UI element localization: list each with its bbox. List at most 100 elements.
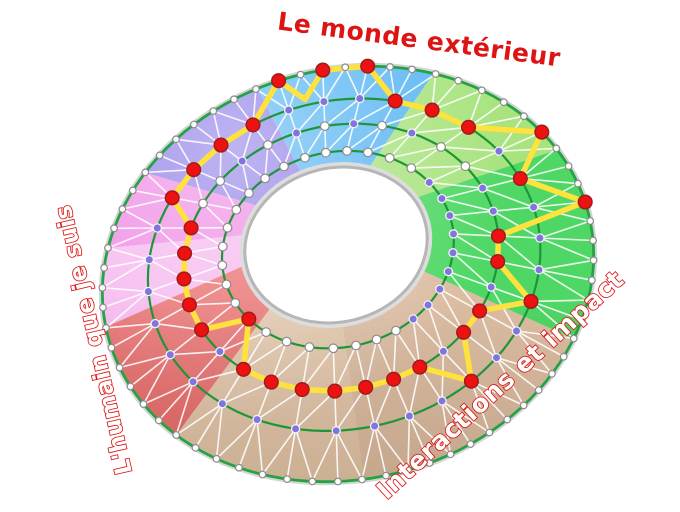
node-purple [188,377,198,387]
node-white [588,276,596,285]
node-white [154,416,163,425]
node-red [183,220,199,236]
node-white [230,95,238,104]
node-white [466,440,475,449]
node-white [308,477,317,486]
node-white [406,163,417,174]
node-white [198,198,208,209]
node-purple [291,128,302,138]
node-white [221,279,232,290]
node-red [387,93,403,109]
node-white [477,86,486,95]
node-purple [143,286,154,297]
node-white [431,70,440,78]
node-red [490,228,506,244]
node-white [503,415,512,424]
node-purple [438,346,449,357]
node-white [404,466,412,475]
node-purple [488,206,499,216]
node-white [548,369,556,378]
node-purple [355,93,365,104]
node-purple [319,96,329,107]
node-white [319,121,330,131]
node-white [342,145,352,156]
node-purple [165,349,176,360]
node-white [574,179,582,188]
node-white [155,151,164,160]
node-white [589,236,597,245]
node-purple [437,193,447,204]
node-purple [443,266,454,277]
ring-line-outer [100,64,596,484]
node-white [460,161,471,172]
node-white [304,342,315,353]
node-red [294,381,310,398]
node-white [234,463,243,472]
node-white [320,147,331,158]
node-white [425,459,434,467]
node-white [534,386,543,395]
node-white [283,475,292,484]
node-white [100,263,108,272]
node-purple [448,229,459,239]
node-red [523,293,539,309]
node-red [177,245,193,261]
node-red [164,190,180,206]
node-white [386,63,394,71]
node-white [217,241,228,252]
node-white [371,334,382,345]
node-purple [477,183,488,193]
node-white [328,343,339,354]
node-red [186,162,202,178]
node-red [424,102,440,118]
node-purple [511,326,522,336]
node-white [281,336,292,347]
node-white [499,98,508,107]
node-purple [331,426,341,436]
node-white [209,107,218,115]
node-white [141,168,150,177]
node-white [118,205,127,214]
node-purple [290,424,301,434]
node-purple [348,118,359,129]
node-red [263,374,279,390]
node-red [358,379,374,395]
node-white [454,76,463,85]
node-white [191,443,200,452]
node-white [107,343,116,352]
node-red [460,119,477,135]
node-white [102,324,110,332]
node-white [172,135,180,144]
node-white [382,471,390,480]
node-white [384,152,395,163]
node-white [261,327,272,338]
node-white [222,222,233,233]
node-white [341,63,350,72]
score-path [169,63,588,394]
node-purple [528,202,539,212]
node-red [213,137,229,153]
node-red [327,383,343,399]
node-red [534,124,550,140]
node-white [263,139,273,150]
node-white [189,120,198,129]
node-white [377,120,388,131]
label-le-monde-exterieur: Le monde extérieur [276,7,563,73]
node-white [126,382,135,391]
node-purple [534,265,544,275]
node-white [446,450,455,459]
node-white [215,176,226,186]
node-purple [215,346,225,357]
node-white [231,204,242,215]
node-white [260,173,271,184]
node-white [589,256,598,265]
node-white [351,340,361,351]
node-white [258,470,267,479]
node-red [181,297,197,313]
node-white [408,65,416,74]
node-red [315,62,331,78]
node-white [552,144,561,153]
node-white [363,147,373,158]
node-red [241,311,257,327]
node-white [128,186,137,195]
